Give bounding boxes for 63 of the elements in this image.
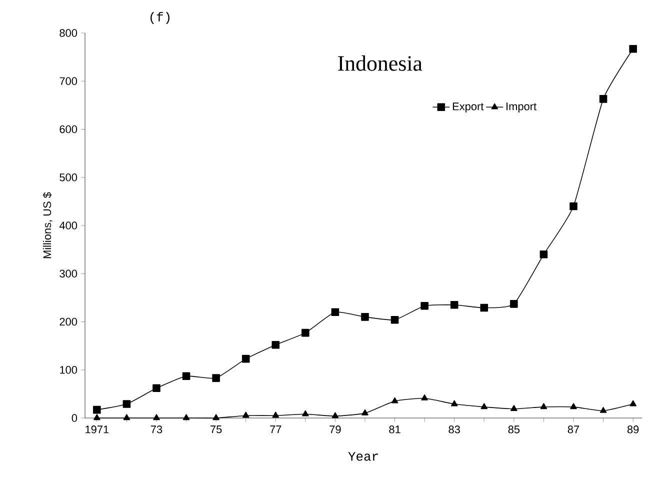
point xyxy=(272,412,280,418)
point xyxy=(420,302,428,310)
point xyxy=(450,400,458,406)
point xyxy=(390,316,399,324)
x-tick-label: 87 xyxy=(568,426,580,434)
x-axis-title: Year xyxy=(348,452,378,461)
x-tick-label: 1971 xyxy=(86,426,109,434)
y-tick-label: 400 xyxy=(59,222,78,230)
point xyxy=(510,404,518,411)
point xyxy=(93,414,100,420)
point xyxy=(182,372,190,380)
point xyxy=(480,403,488,410)
point xyxy=(510,300,518,308)
y-tick-label: 200 xyxy=(60,318,78,326)
point xyxy=(570,403,577,410)
y-tick-label: 300 xyxy=(60,270,78,278)
text: Indonesia xyxy=(338,55,422,71)
x-tick-label: 81 xyxy=(389,426,400,434)
point xyxy=(629,44,637,53)
x-tick-label: 75 xyxy=(210,426,222,434)
point xyxy=(570,202,578,210)
x-tick-label: 73 xyxy=(150,426,162,434)
point xyxy=(302,410,309,416)
point xyxy=(212,374,220,382)
point xyxy=(450,301,458,309)
y-tick-label: 500 xyxy=(60,174,78,182)
point xyxy=(182,414,190,420)
point xyxy=(600,406,607,413)
y-axis-title: Millions, US $ xyxy=(42,192,52,258)
point xyxy=(421,394,428,400)
point xyxy=(540,250,548,258)
point xyxy=(302,328,310,337)
point xyxy=(272,340,280,349)
point xyxy=(153,414,160,420)
legend-label: Import xyxy=(506,102,536,112)
point xyxy=(391,397,398,404)
point xyxy=(599,95,608,103)
x-tick-label: 77 xyxy=(270,426,282,434)
y-tick-label: 100 xyxy=(60,366,78,374)
point xyxy=(332,412,339,418)
x-tick-label: 83 xyxy=(448,426,460,434)
text: (f) xyxy=(150,12,170,24)
y-tick-label: 600 xyxy=(60,125,78,134)
point xyxy=(212,414,220,420)
point xyxy=(480,304,488,312)
point xyxy=(242,354,250,363)
point xyxy=(630,400,636,406)
point xyxy=(540,403,548,410)
point xyxy=(93,406,101,414)
y-tick-label: 800 xyxy=(60,29,78,37)
x-tick-label: 85 xyxy=(508,426,520,434)
x-tick-label: 89 xyxy=(627,426,639,434)
point xyxy=(242,412,250,418)
y-tick-label: 700 xyxy=(60,77,78,86)
point xyxy=(122,400,131,408)
point xyxy=(123,414,130,420)
point xyxy=(152,384,160,392)
point xyxy=(331,308,340,316)
y-tick-label: 0 xyxy=(72,414,78,422)
point xyxy=(362,409,368,416)
legend-label: Export xyxy=(452,102,484,112)
point xyxy=(361,313,369,321)
x-tick-label: 79 xyxy=(330,426,341,434)
